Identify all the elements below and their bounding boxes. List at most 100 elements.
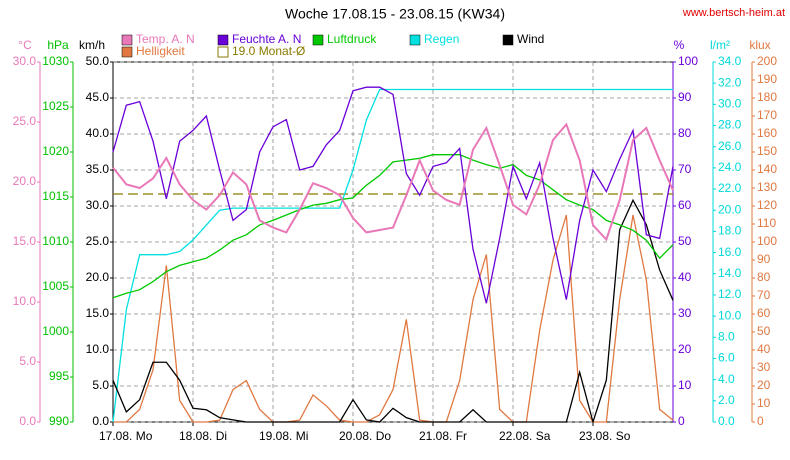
y-tick-label: 180 (757, 90, 777, 104)
y-tick-label: 1010 (42, 234, 69, 248)
y-tick-label: 20.0 (718, 202, 742, 216)
y-tick-label: 0 (678, 414, 685, 428)
y-tick-label: 70 (757, 288, 771, 302)
x-tick-label: 21.08. Fr (419, 429, 467, 443)
legend-label: Luftdruck (327, 32, 377, 46)
y-tick-label: 100 (757, 234, 777, 248)
y-tick-label: 25.0 (13, 114, 37, 128)
y-tick-label: 10.0 (13, 294, 37, 308)
y-tick-label: 160 (757, 126, 777, 140)
y-tick-label: 30 (757, 360, 771, 374)
y-tick-label: 70 (678, 162, 692, 176)
axis-unit: % (674, 38, 685, 52)
legend-swatch (312, 34, 324, 46)
y-tick-label: 16.0 (718, 245, 742, 259)
y-tick-label: 30.0 (86, 198, 110, 212)
y-tick-label: 60 (678, 198, 692, 212)
y-tick-label: 40 (678, 270, 692, 284)
y-tick-label: 34.0 (718, 54, 742, 68)
y-tick-label: 150 (757, 144, 777, 158)
y-tick-label: 40 (757, 342, 771, 356)
legend-swatch (217, 46, 229, 58)
y-tick-label: 60 (757, 306, 771, 320)
legend-label: Temp. A. N (136, 32, 195, 46)
y-tick-label: 15.0 (86, 306, 110, 320)
y-tick-label: 1000 (42, 324, 69, 338)
y-tick-label: 995 (49, 369, 69, 383)
legend-label: Regen (424, 32, 459, 46)
y-tick-label: 1030 (42, 54, 69, 68)
x-tick-label: 22.08. Sa (499, 429, 551, 443)
y-tick-label: 90 (678, 90, 692, 104)
y-tick-label: 24.0 (718, 160, 742, 174)
y-tick-label: 18.0 (718, 224, 742, 238)
y-tick-label: 20 (757, 378, 771, 392)
x-tick-label: 17.08. Mo (99, 429, 153, 443)
y-tick-label: 12.0 (718, 287, 742, 301)
y-tick-label: 10.0 (86, 342, 110, 356)
y-tick-label: 2.0 (718, 393, 735, 407)
y-tick-label: 200 (757, 54, 777, 68)
y-tick-label: 0.0 (718, 414, 735, 428)
y-tick-label: 0.0 (19, 414, 36, 428)
y-tick-label: 32.0 (718, 75, 742, 89)
y-tick-label: 22.0 (718, 181, 742, 195)
x-tick-label: 18.08. Di (179, 429, 227, 443)
axis-unit: °C (18, 38, 32, 52)
y-tick-label: 30.0 (718, 97, 742, 111)
legend-swatch (409, 34, 421, 46)
y-tick-label: 30 (678, 306, 692, 320)
legend-swatch (502, 34, 514, 46)
y-tick-label: 50 (678, 234, 692, 248)
y-tick-label: 25.0 (86, 234, 110, 248)
series-line (112, 88, 673, 423)
legend-swatch (217, 34, 229, 46)
y-tick-label: 45.0 (86, 90, 110, 104)
x-tick-label: 19.08. Mi (259, 429, 308, 443)
y-tick-label: 170 (757, 108, 777, 122)
y-tick-label: 35.0 (86, 162, 110, 176)
y-tick-label: 1005 (42, 279, 69, 293)
y-tick-label: 20.0 (86, 270, 110, 284)
y-tick-label: 6.0 (718, 351, 735, 365)
y-tick-label: 110 (757, 216, 776, 230)
legend-label: 19.0 Monat-Ø (232, 44, 305, 58)
legend-swatch (121, 34, 133, 46)
y-tick-label: 0.0 (92, 414, 109, 428)
series-line (112, 122, 674, 242)
legend-label: Helligkeit (136, 44, 185, 58)
axis-unit: hPa (47, 38, 69, 52)
y-tick-label: 50 (757, 324, 771, 338)
y-tick-label: 100 (678, 54, 698, 68)
y-tick-label: 120 (757, 198, 777, 212)
series-line (112, 154, 674, 299)
y-tick-label: 8.0 (718, 329, 735, 343)
y-tick-label: 14.0 (718, 266, 742, 280)
y-tick-label: 26.0 (718, 139, 742, 153)
y-tick-label: 20.0 (13, 174, 37, 188)
x-tick-label: 23.08. So (579, 429, 631, 443)
series-line (112, 86, 674, 304)
legend-label: Wind (517, 32, 544, 46)
y-tick-label: 1020 (42, 144, 69, 158)
y-tick-label: 90 (757, 252, 771, 266)
y-tick-label: 130 (757, 180, 777, 194)
y-tick-label: 40.0 (86, 126, 110, 140)
axis-unit: l/m² (710, 38, 730, 52)
y-tick-label: 5.0 (19, 354, 36, 368)
y-tick-label: 1025 (42, 99, 69, 113)
y-tick-label: 80 (678, 126, 692, 140)
source: www.bertsch-heim.at (682, 7, 785, 19)
y-tick-label: 10 (678, 378, 692, 392)
y-tick-label: 10.0 (718, 308, 742, 322)
y-tick-label: 50.0 (86, 54, 110, 68)
y-tick-label: 30.0 (13, 54, 37, 68)
y-tick-label: 140 (757, 162, 777, 176)
y-tick-label: 990 (49, 414, 69, 428)
x-tick-label: 20.08. Do (339, 429, 391, 443)
axis-unit: km/h (79, 38, 105, 52)
legend-label: Feuchte A. N (232, 32, 301, 46)
y-tick-label: 190 (757, 72, 777, 86)
